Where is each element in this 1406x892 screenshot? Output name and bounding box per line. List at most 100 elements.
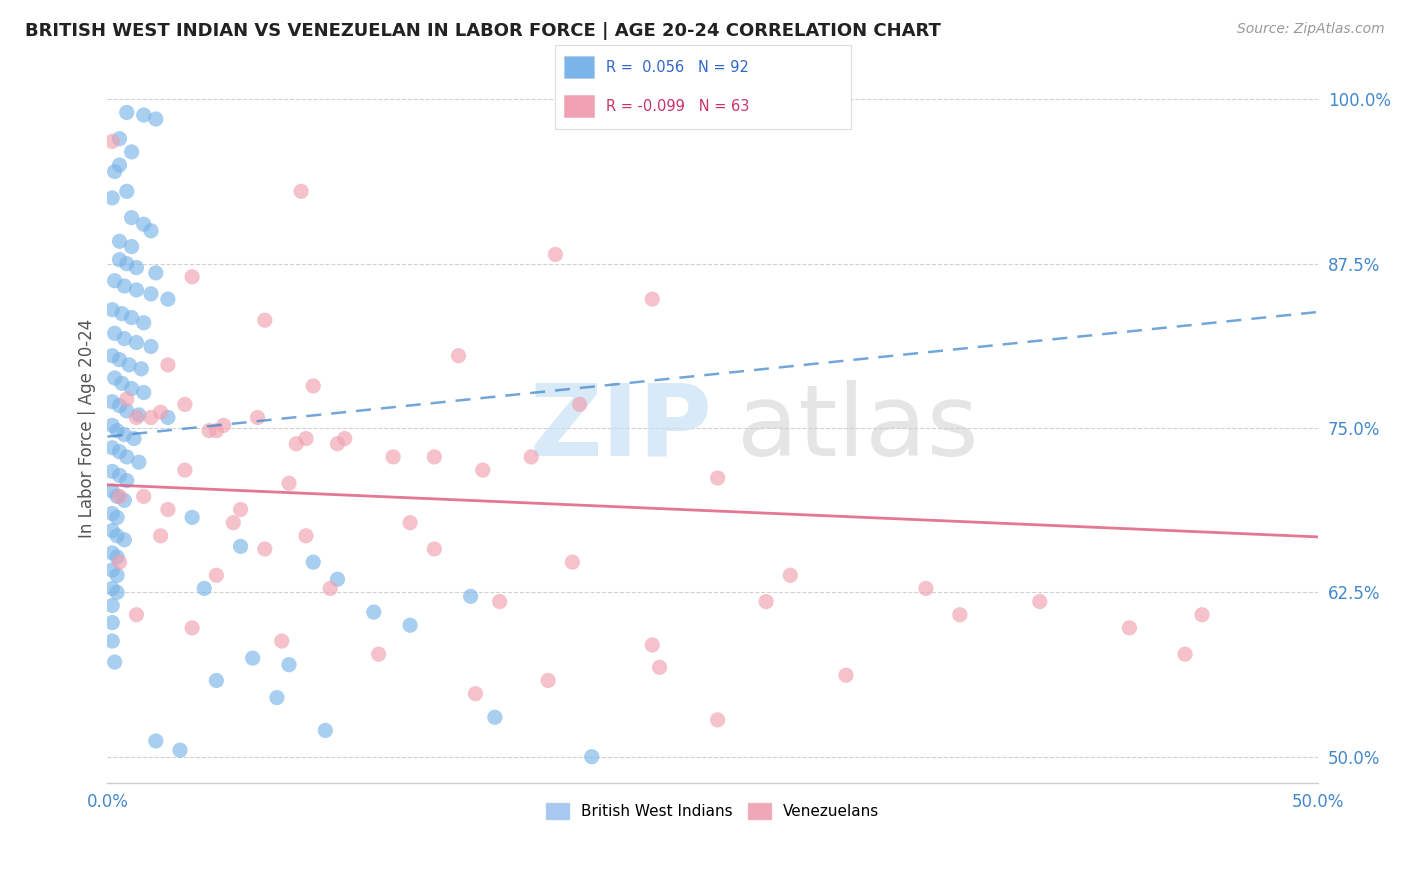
Point bbox=[101, 191, 124, 205]
Bar bbox=[564, 56, 593, 78]
Point bbox=[121, 310, 143, 325]
Point bbox=[101, 634, 124, 648]
Point bbox=[278, 657, 301, 672]
Point bbox=[326, 572, 349, 586]
Point bbox=[333, 432, 356, 446]
Point bbox=[198, 424, 221, 438]
Point bbox=[156, 292, 179, 306]
Point bbox=[112, 493, 135, 508]
Point bbox=[253, 313, 276, 327]
Point bbox=[205, 568, 228, 582]
Point bbox=[115, 474, 138, 488]
Point bbox=[581, 749, 603, 764]
Text: R = -0.099   N = 63: R = -0.099 N = 63 bbox=[606, 99, 749, 114]
Point bbox=[149, 405, 172, 419]
Point bbox=[105, 529, 128, 543]
Point bbox=[399, 516, 422, 530]
Y-axis label: In Labor Force | Age 20-24: In Labor Force | Age 20-24 bbox=[79, 318, 96, 538]
Point bbox=[1191, 607, 1213, 622]
Point bbox=[488, 594, 510, 608]
Point bbox=[101, 507, 124, 521]
Point bbox=[125, 607, 148, 622]
Point bbox=[101, 524, 124, 538]
Point bbox=[104, 164, 127, 178]
Point bbox=[132, 316, 155, 330]
Point bbox=[101, 418, 124, 433]
Point bbox=[105, 585, 128, 599]
Point bbox=[319, 582, 342, 596]
Point bbox=[471, 463, 494, 477]
Text: R =  0.056   N = 92: R = 0.056 N = 92 bbox=[606, 60, 748, 75]
Point bbox=[128, 455, 150, 469]
Point bbox=[169, 743, 191, 757]
Point bbox=[537, 673, 560, 688]
Point bbox=[302, 555, 325, 569]
Point bbox=[122, 432, 145, 446]
Point bbox=[111, 376, 134, 391]
Point bbox=[326, 437, 349, 451]
Point bbox=[266, 690, 288, 705]
Point bbox=[104, 655, 127, 669]
Point bbox=[314, 723, 336, 738]
Point bbox=[101, 349, 124, 363]
Point bbox=[149, 529, 172, 543]
Point bbox=[101, 464, 124, 478]
Point bbox=[105, 424, 128, 438]
Point bbox=[156, 358, 179, 372]
Point bbox=[173, 463, 195, 477]
Point bbox=[363, 605, 385, 619]
Point bbox=[115, 404, 138, 418]
Point bbox=[139, 410, 162, 425]
Point bbox=[1029, 594, 1052, 608]
Point bbox=[132, 217, 155, 231]
Point bbox=[112, 279, 135, 293]
Point bbox=[121, 145, 143, 159]
Point bbox=[101, 134, 124, 148]
Point bbox=[115, 450, 138, 464]
Point bbox=[101, 394, 124, 409]
Point bbox=[104, 326, 127, 341]
Point bbox=[173, 397, 195, 411]
Point bbox=[108, 235, 131, 249]
Point bbox=[104, 274, 127, 288]
Point bbox=[108, 555, 131, 569]
Point bbox=[132, 489, 155, 503]
Point bbox=[641, 292, 664, 306]
Point bbox=[101, 582, 124, 596]
Point bbox=[101, 302, 124, 317]
Point bbox=[139, 339, 162, 353]
Point bbox=[108, 158, 131, 172]
Point bbox=[125, 410, 148, 425]
Point bbox=[121, 382, 143, 396]
Point bbox=[101, 441, 124, 455]
Point bbox=[112, 427, 135, 442]
Text: BRITISH WEST INDIAN VS VENEZUELAN IN LABOR FORCE | AGE 20-24 CORRELATION CHART: BRITISH WEST INDIAN VS VENEZUELAN IN LAB… bbox=[25, 22, 941, 40]
Point bbox=[181, 510, 204, 524]
Point bbox=[242, 651, 264, 665]
Point bbox=[779, 568, 801, 582]
Point bbox=[139, 224, 162, 238]
Point bbox=[108, 468, 131, 483]
Bar bbox=[564, 95, 593, 118]
Point bbox=[295, 529, 318, 543]
Point bbox=[129, 361, 152, 376]
Point bbox=[108, 252, 131, 267]
Point bbox=[915, 582, 938, 596]
Point bbox=[447, 349, 470, 363]
Point bbox=[125, 335, 148, 350]
Point bbox=[270, 634, 292, 648]
Point bbox=[302, 379, 325, 393]
Point bbox=[104, 371, 127, 385]
Point bbox=[105, 568, 128, 582]
Point bbox=[125, 260, 148, 275]
Point bbox=[181, 269, 204, 284]
Point bbox=[105, 549, 128, 564]
Point bbox=[121, 239, 143, 253]
Point bbox=[229, 540, 252, 554]
Point bbox=[460, 590, 482, 604]
Point bbox=[278, 476, 301, 491]
Point bbox=[520, 450, 543, 464]
Point bbox=[145, 734, 167, 748]
Point bbox=[222, 516, 245, 530]
Text: ZIP: ZIP bbox=[530, 379, 713, 476]
